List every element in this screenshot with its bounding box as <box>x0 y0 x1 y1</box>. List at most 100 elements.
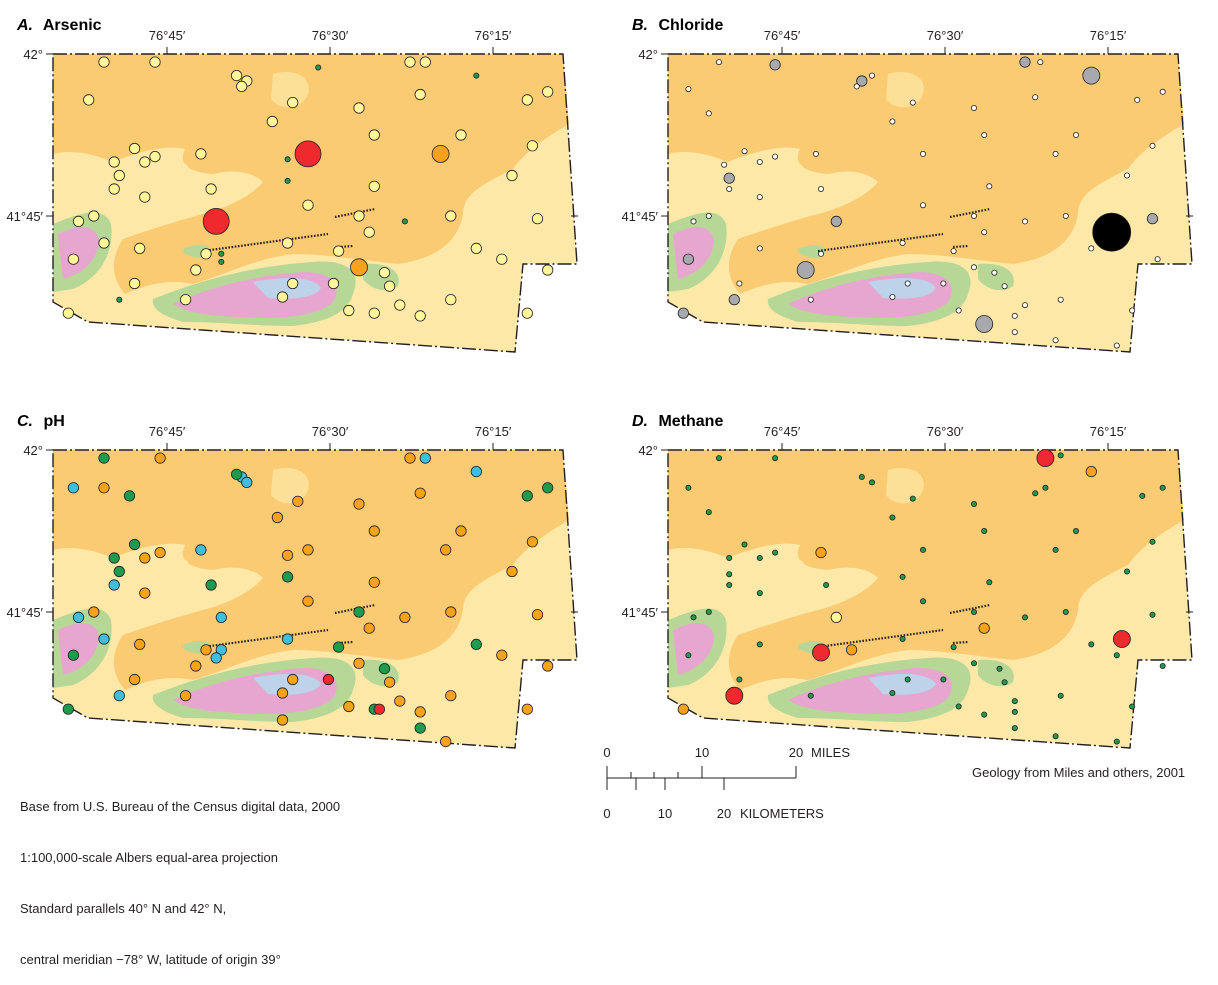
sample-site-green <box>716 455 723 462</box>
sample-site-green <box>726 571 733 578</box>
sample-site-green <box>1011 698 1018 705</box>
geology-credit: Geology from Miles and others, 2001 <box>972 765 1186 780</box>
lat-label-mid: 41°45′ <box>621 605 658 620</box>
sample-site-green <box>996 665 1003 672</box>
sample-site-red <box>1112 630 1131 648</box>
sample-site-green <box>62 703 74 715</box>
credit-line: Base from U.S. Bureau of the Census digi… <box>20 799 341 814</box>
sample-site-orange <box>139 587 151 599</box>
lon-label-3: 76°15′ <box>475 28 512 43</box>
sample-site-green <box>1057 692 1064 699</box>
sample-site-cyan <box>241 476 253 489</box>
sample-site-orange <box>180 690 192 702</box>
sample-site-green <box>1123 568 1130 575</box>
sample-sites <box>677 56 1166 349</box>
sample-site-yellow <box>113 169 125 182</box>
sample-site-white <box>817 250 824 257</box>
sample-site-yellow <box>200 248 212 260</box>
lon-label-3: 76°15′ <box>475 424 512 439</box>
sample-site-green <box>904 676 911 683</box>
sample-site-white <box>950 248 957 255</box>
sample-site-white <box>817 185 824 192</box>
sample-site-green <box>690 614 697 621</box>
sample-site-yellow <box>195 148 207 160</box>
sample-site-yellow <box>445 294 457 306</box>
sample-site-red <box>1036 449 1055 468</box>
sample-site-orange <box>302 544 314 556</box>
lat-label-mid: 41°45′ <box>6 209 43 224</box>
sample-site-white <box>970 212 977 219</box>
sample-site-white <box>1001 283 1008 290</box>
scale-miles-20: 20 <box>789 745 803 760</box>
sample-site-white <box>1062 212 1069 219</box>
sample-site-yellow <box>231 70 243 82</box>
sample-site-yellow <box>521 307 533 319</box>
sample-site-yellow <box>455 129 467 141</box>
sample-site-yellow <box>404 56 416 68</box>
panel-letter: D. <box>632 413 648 430</box>
lon-label-1: 76°45′ <box>764 28 801 43</box>
lon-label-2: 76°30′ <box>312 424 349 439</box>
sample-site-white <box>1011 312 1018 319</box>
sample-site-green <box>685 484 692 491</box>
sample-site-green <box>1032 490 1039 497</box>
sample-site-green <box>858 473 865 480</box>
sample-site-orange <box>394 695 406 707</box>
sample-site-green <box>1057 452 1064 459</box>
sample-site-white <box>940 280 947 287</box>
sample-site-yellow <box>353 210 365 222</box>
sample-site-white <box>807 296 814 303</box>
sample-site-green <box>284 156 291 163</box>
map-figure: A. Arsenic 76°45′ 76°30′ 76°15′ 42° 41°4… <box>6 17 1195 821</box>
sample-site-white <box>909 99 916 106</box>
geology-map <box>44 441 580 750</box>
sample-site-green <box>726 555 733 562</box>
sample-site-white <box>721 161 728 168</box>
sample-site-orange <box>521 703 533 715</box>
sample-site-orange <box>353 657 365 669</box>
sample-site-yellow <box>526 140 538 152</box>
sample-site-orange <box>343 700 355 713</box>
sample-site-green <box>1088 641 1095 648</box>
panel-title: A. Arsenic <box>16 17 102 34</box>
sample-site-green <box>353 606 365 618</box>
sample-site-orange <box>154 452 166 464</box>
sample-site-green <box>1011 725 1018 732</box>
panel-chloride: B. Chloride 76°45′ 76°30′ 76°15′ 42° 41°… <box>621 17 1195 354</box>
sample-site-yellow <box>419 56 431 68</box>
sample-site-yellow <box>190 264 202 276</box>
sample-site-yellow <box>521 94 533 106</box>
sample-site-orange <box>542 660 554 672</box>
sample-site-white <box>991 269 998 276</box>
panel-letter: C. <box>17 413 33 430</box>
sample-site-green <box>67 649 79 661</box>
sample-site-cyan <box>98 633 110 645</box>
panel-name: Arsenic <box>43 17 102 34</box>
sample-site-yellow <box>236 80 248 93</box>
sample-site-white <box>1123 172 1130 179</box>
sample-site-green <box>1113 738 1120 745</box>
sample-site-green <box>521 490 533 502</box>
sample-site-green <box>756 641 763 648</box>
sample-site-green <box>108 552 120 564</box>
sample-site-green <box>807 692 814 699</box>
sample-site-green <box>1001 679 1008 686</box>
lat-label-mid: 41°45′ <box>6 605 43 620</box>
lon-label-3: 76°15′ <box>1090 28 1127 43</box>
sample-site-yellow <box>276 291 289 303</box>
sample-site-green <box>332 641 345 653</box>
credit-line: Standard parallels 40° N and 42° N, <box>20 901 227 916</box>
sample-site-green <box>970 608 977 615</box>
scale-bar: 0 10 20 MILES 0 10 20 KILOMETERS <box>603 745 850 821</box>
sample-site-orange <box>440 735 452 748</box>
sample-site-gray <box>728 294 740 306</box>
sample-site-green <box>756 590 763 597</box>
sample-site-white <box>1113 342 1120 349</box>
sample-sites <box>677 449 1166 745</box>
sample-site-green <box>685 652 692 659</box>
sample-site-orange <box>139 552 151 564</box>
lon-label-2: 76°30′ <box>927 424 964 439</box>
sample-site-orange <box>368 525 380 537</box>
sample-site-white <box>741 148 748 155</box>
sample-site-white <box>1088 245 1095 252</box>
